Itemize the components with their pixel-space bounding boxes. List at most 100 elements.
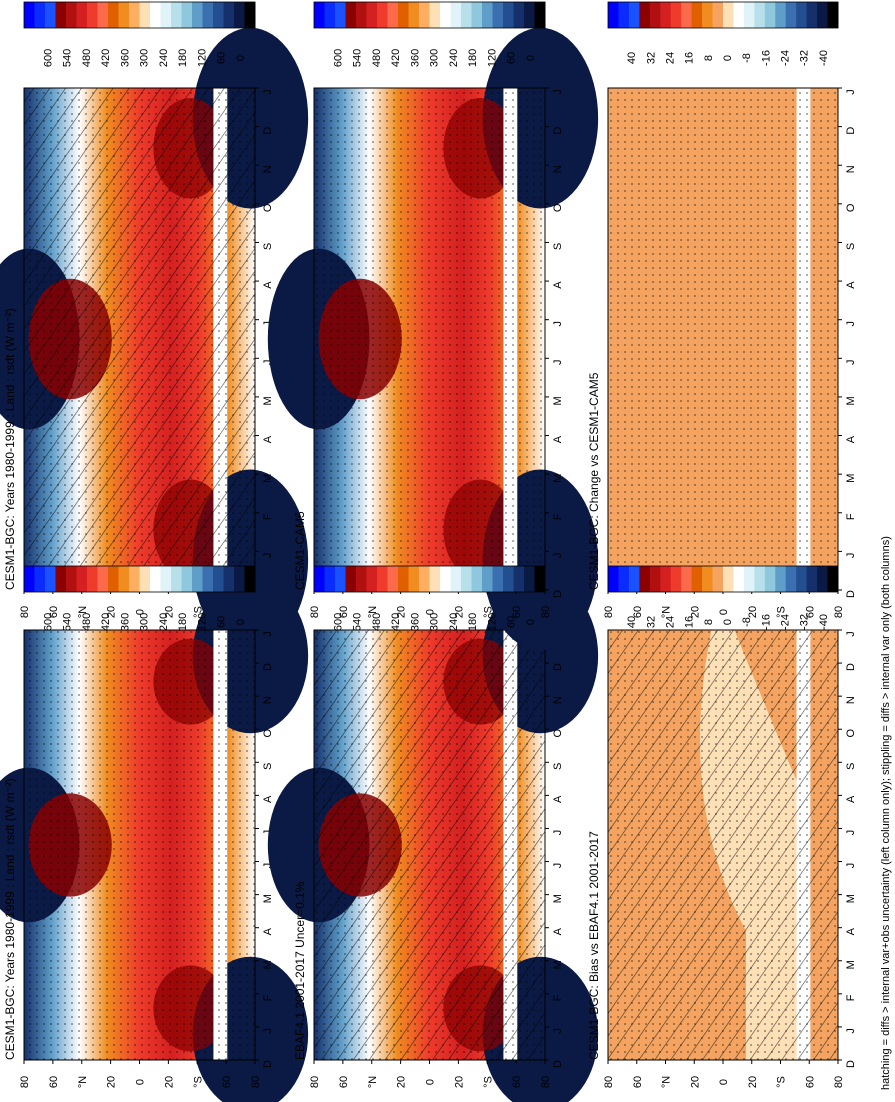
colorbar-label: 120 (196, 613, 208, 631)
colorbar-label: 60 (506, 616, 518, 628)
colorbar-swatch (775, 566, 787, 592)
colorbar-swatch (150, 2, 161, 28)
colorbar-label: 120 (196, 49, 208, 67)
month-label: O (262, 729, 274, 738)
colorbar-label: 540 (62, 613, 74, 631)
panel-change: CESM1-BGC: Change vs CESM1-CAM5 D J F M A M J J A… (587, 87, 857, 618)
month-label: J (845, 830, 857, 836)
month-label: A (262, 281, 274, 289)
month-label: M (262, 894, 274, 903)
colorbar-label: 600 (332, 613, 344, 631)
colorbar-label: 16 (684, 52, 696, 64)
colorbar-swatch (66, 2, 77, 28)
colorbar-swatch (796, 566, 808, 592)
month-label: J (845, 360, 857, 366)
panel-model-abs: CESM1-BGC: Years 1980-1999 : Land : rsdt… (0, 27, 309, 651)
colorbar-swatch (524, 566, 535, 592)
colorbar-label: 240 (448, 49, 460, 67)
colorbar-swatch (118, 566, 130, 592)
month-label: D (845, 590, 857, 598)
month-label: F (552, 513, 564, 520)
colorbar-swatch (827, 2, 839, 28)
colorbar-label: 32 (645, 616, 657, 628)
lat-label: 60 (632, 1076, 644, 1088)
month-label: D (845, 1060, 857, 1068)
colorbar-swatch (314, 566, 325, 592)
lat-label: 60 (48, 606, 60, 618)
colorbar-label: 180 (177, 613, 189, 631)
month-label: A (845, 927, 857, 935)
colorbar-swatch (764, 2, 776, 28)
colorbar-label: 120 (486, 613, 498, 631)
colorbar-absolute: 600 540 480 420 360 300 240 180 120 60 0 (23, 565, 256, 631)
lat-label: 60 (804, 1076, 816, 1088)
colorbar-swatch (534, 2, 546, 28)
hatching-overlay (608, 630, 838, 1060)
colorbar-swatch (503, 2, 514, 28)
month-label: J (262, 360, 274, 366)
month-label: M (262, 474, 274, 483)
colorbar-swatch (244, 2, 256, 28)
colorbar-swatch (785, 2, 797, 28)
colorbar-label: 40 (626, 52, 638, 64)
month-label: M (845, 396, 857, 405)
colorbar-swatch (817, 566, 829, 592)
month-label: O (262, 203, 274, 212)
colorbar-swatch (723, 566, 734, 592)
month-label: A (262, 795, 274, 803)
month-label: J (845, 321, 857, 327)
colorbar-swatch (461, 2, 472, 28)
colorbar-label: 8 (703, 619, 715, 625)
colorbar-label: 16 (684, 616, 696, 628)
colorbar-swatch (691, 566, 703, 592)
month-label: A (552, 927, 564, 935)
panel-title: CESM1-BGC: Change vs CESM1-CAM5 (587, 372, 601, 590)
colorbar-label: 600 (42, 613, 54, 631)
lat-label: 80 (540, 606, 552, 618)
colorbar-swatch (440, 566, 451, 592)
colorbar-label: 600 (332, 49, 344, 67)
colorbar-label: 40 (626, 616, 638, 628)
colorbar-swatch (702, 566, 714, 592)
month-label: O (552, 203, 564, 212)
colorbar-label: 60 (216, 52, 228, 64)
colorbar-label: 540 (62, 49, 74, 67)
colorbar-label: 60 (506, 52, 518, 64)
month-label: O (845, 729, 857, 738)
colorbar-swatch (649, 2, 661, 28)
colorbar-swatch (608, 566, 619, 592)
colorbar-swatch (723, 2, 734, 28)
colorbar-frame (313, 1, 546, 29)
colorbar-label: 480 (371, 49, 383, 67)
colorbar-swatch (450, 2, 462, 28)
lat-label: 80 (309, 1076, 321, 1088)
lat-label: 20 (163, 606, 175, 618)
lat-label: °S (482, 606, 494, 618)
colorbar-swatch (356, 2, 367, 28)
colorbar-swatch (660, 566, 672, 592)
colorbar-swatch (139, 2, 151, 28)
colorbar-label: 420 (100, 613, 112, 631)
lat-label: °N (367, 606, 379, 618)
colorbar-swatch (345, 566, 357, 592)
month-label: A (845, 281, 857, 289)
month-label: D (552, 1060, 564, 1068)
month-label: F (845, 513, 857, 520)
lat-label: 20 (453, 606, 465, 618)
lat-label: 80 (603, 1076, 615, 1088)
lat-label: 80 (540, 1076, 552, 1088)
colorbar-swatch (129, 2, 140, 28)
month-label: J (552, 553, 564, 559)
month-label: J (845, 1028, 857, 1034)
colorbar-label: -24 (780, 614, 792, 630)
colorbar-swatch (223, 566, 235, 592)
colorbar-swatch (76, 566, 88, 592)
colorbar-swatch (55, 566, 67, 592)
colorbar-swatch (55, 2, 67, 28)
colorbar-absolute: 600 540 480 420 360 300 240 180 120 60 0 (313, 1, 546, 67)
lat-label: °S (776, 606, 788, 618)
colorbar-swatch (492, 2, 504, 28)
colorbar-label: 540 (352, 49, 364, 67)
colorbar-swatch (712, 566, 724, 592)
colorbars-layer: 600 540 480 420 360 300 240 180 120 60 0 600 540 480 4… (23, 1, 839, 631)
